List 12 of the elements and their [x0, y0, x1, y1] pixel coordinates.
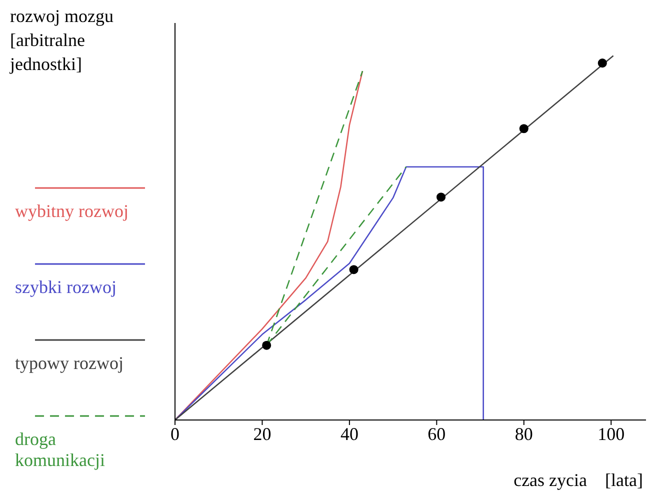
x-axis-title: czas zycia [lata] — [514, 470, 643, 491]
x-tick-label: 80 — [514, 424, 533, 444]
x-tick-label: 40 — [340, 424, 358, 444]
x-tick-label: 60 — [428, 424, 446, 444]
x-tick-label: 20 — [253, 424, 272, 444]
text: droga komunikacji — [15, 429, 106, 471]
x-tick-label: 0 — [170, 424, 180, 444]
x-tick-label: 100 — [598, 424, 625, 444]
text: wybitny rozwoj — [15, 201, 128, 222]
text: typowy rozwoj — [15, 353, 124, 374]
y-axis-title: rozwoj mozgu [arbitralne jednostki] — [10, 5, 114, 76]
text: szybki rozwoj — [15, 277, 116, 298]
